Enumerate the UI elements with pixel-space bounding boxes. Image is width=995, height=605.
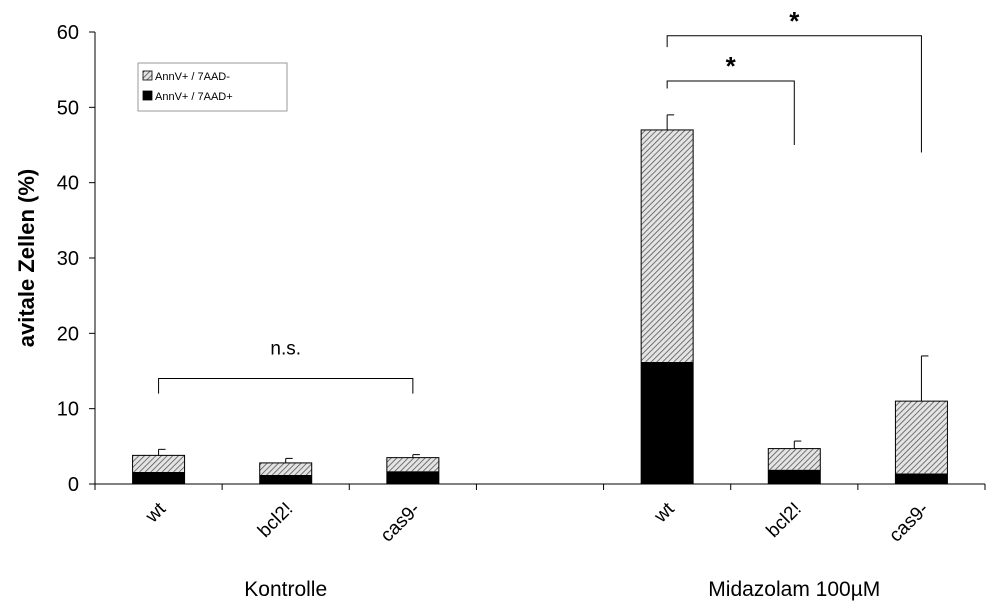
legend-swatch [142,90,153,101]
bar-segment-annv-7aad-pos [132,471,185,484]
group-label: Kontrolle [244,578,327,601]
bar-segment-annv-7aad-neg [641,129,694,362]
legend-entry: AnnV+ / 7AAD- [155,71,230,83]
y-tick-label: 30 [57,248,79,270]
y-tick-label: 40 [57,173,79,195]
x-category-label: wt [141,498,171,528]
bar-segment-annv-7aad-pos [895,473,948,484]
legend-swatch [142,70,153,81]
y-tick-label: 60 [57,22,79,44]
x-category-label: cas9- [377,499,425,547]
legend-entry: AnnV+ / 7AAD+ [155,91,233,103]
significance-bracket [666,80,795,145]
x-category-label: bcl2! [254,499,297,542]
bar-segment-annv-7aad-pos [259,474,312,484]
y-tick-label: 50 [57,97,79,119]
legend-box [137,62,288,112]
x-category-label: bcl2! [763,499,806,542]
significance-star: * [726,51,737,81]
significance-bracket [158,378,414,394]
y-tick-label: 10 [57,399,79,421]
y-tick-label: 20 [57,323,79,345]
x-category-label: cas9- [885,499,933,547]
significance-bracket [666,35,922,153]
y-axis-label: avitale Zellen (%) [14,169,39,348]
bar-segment-annv-7aad-neg [895,401,948,474]
legend: AnnV+ / 7AAD- AnnV+ / 7AAD+ [137,62,288,112]
bar-segment-annv-7aad-pos [768,469,821,484]
bar-segment-annv-7aad-neg [259,462,312,475]
bar-segment-annv-7aad-neg [132,455,185,472]
bar-segment-annv-7aad-neg [768,448,821,470]
bar-segment-annv-7aad-pos [641,361,694,484]
significance-ns: n.s. [270,339,301,360]
significance-star: * [789,6,800,36]
x-category-label: wt [650,498,680,528]
group-label: Midazolam 100µM [708,578,880,601]
bar-segment-annv-7aad-neg [386,457,439,472]
y-tick-label: 0 [68,474,79,496]
bar-segment-annv-7aad-pos [386,471,439,484]
